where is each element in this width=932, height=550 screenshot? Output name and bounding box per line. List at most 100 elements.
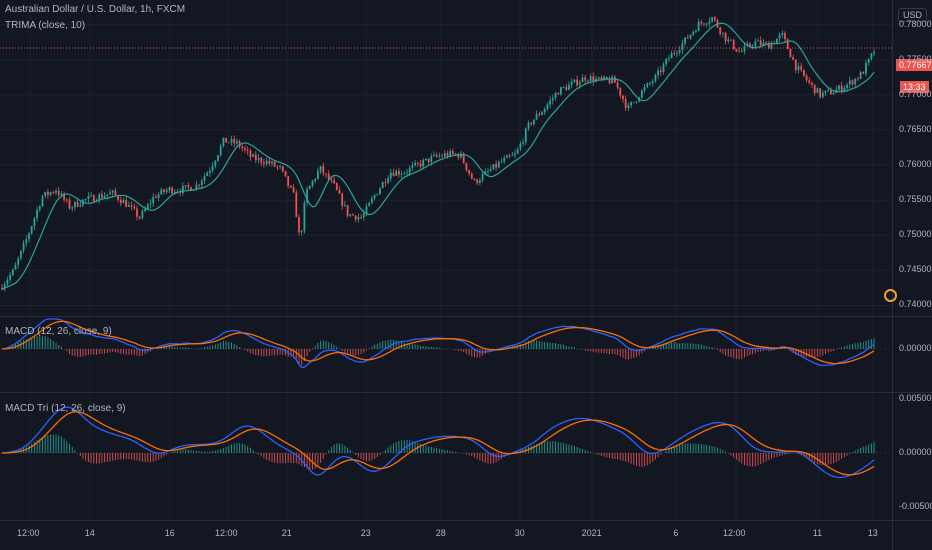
candle-body [632,101,635,103]
candle-body [776,38,778,44]
candle-body [538,114,541,116]
candle-body [387,178,389,183]
candle-body [346,205,349,216]
time-tick-label: 30 [514,528,525,538]
gear-icon[interactable] [884,289,897,302]
candle-body [249,150,252,157]
candle-body [311,180,314,186]
candle-body [522,142,524,144]
price-tick-label: 0.75000 [899,229,932,240]
candle-body [441,155,443,157]
candle-body [184,185,187,187]
candle-body [751,45,754,47]
candle-body [411,165,414,168]
candle-body [859,72,862,79]
candle-body [317,171,319,179]
candle-body [646,83,649,88]
candle-body [430,155,433,163]
candle-body [635,101,638,103]
candle-body [357,217,360,220]
candle-body [403,173,406,175]
candle-body [252,154,254,157]
candle-body [452,151,454,154]
candle-body [128,205,130,207]
candle-body [492,164,495,170]
candle-body [840,85,843,92]
time-tick-label: 12:00 [17,528,40,538]
candle-body [479,180,481,184]
candle-body [627,105,630,108]
indicator-tick-label: 0.00500 [899,393,932,403]
candle-body [325,173,327,175]
candle-body [641,90,643,98]
candle-body [268,160,271,164]
candle-body [838,85,840,90]
candle-body [14,264,17,270]
candle-body [203,176,206,181]
candle-body [160,189,163,195]
candle-body [22,243,25,251]
macd-legend[interactable]: MACD (12, 26, close, 9) [5,326,112,337]
candle-body [281,166,284,172]
candle-body [400,173,403,175]
candle-body [287,176,290,186]
candle-body [227,142,230,144]
candle-body [749,43,751,47]
candle-body [848,80,851,85]
macd-tri-legend[interactable]: MACD Tri (12, 26, close, 9) [5,403,126,414]
candle-body [36,209,38,219]
candle-body [821,92,824,97]
candle-body [11,269,14,275]
candle-body [651,81,654,83]
candle-body [722,32,724,34]
candle-body [98,194,101,201]
candle-body [157,194,160,198]
candle-body [449,151,452,157]
candle-body [481,174,484,181]
candle-body [754,41,757,46]
candle-body [570,81,573,85]
candle-body [703,23,705,25]
candle-body [327,173,330,180]
candle-body [684,37,686,44]
candle-body [519,143,522,150]
currency-badge[interactable]: USD [898,8,928,22]
candle-body [689,34,692,39]
candle-body [659,70,662,73]
candle-body [862,72,865,74]
price-tick-label: 0.76000 [899,159,932,170]
candle-body [765,42,767,44]
candle-body [57,190,60,196]
candle-body [568,84,570,90]
candle-body [379,188,381,195]
candle-body [460,153,462,158]
price-candles [1,16,875,292]
candle-body [435,154,438,157]
candle-body [551,98,554,101]
candle-body [119,199,122,204]
candle-body [392,172,395,176]
candle-body [290,185,292,188]
candle-body [276,166,279,168]
candle-body [41,196,44,207]
candle-body [727,39,730,42]
candle-body [495,164,497,168]
candle-body [130,205,133,207]
candle-body [206,172,209,177]
candle-body [865,63,867,74]
candle-body [87,196,90,199]
candle-body [68,199,71,209]
candle-body [870,53,873,59]
trima-legend[interactable]: TRIMA (close, 10) [5,20,86,31]
candle-body [74,201,76,208]
candle-body [349,214,352,216]
candle-body [484,171,487,175]
candle-body [219,145,222,156]
candle-body [354,215,357,220]
candle-body [560,87,562,95]
candle-body [816,88,819,93]
candle-body [163,189,165,193]
candle-body [557,93,560,95]
candle-body [668,58,670,60]
